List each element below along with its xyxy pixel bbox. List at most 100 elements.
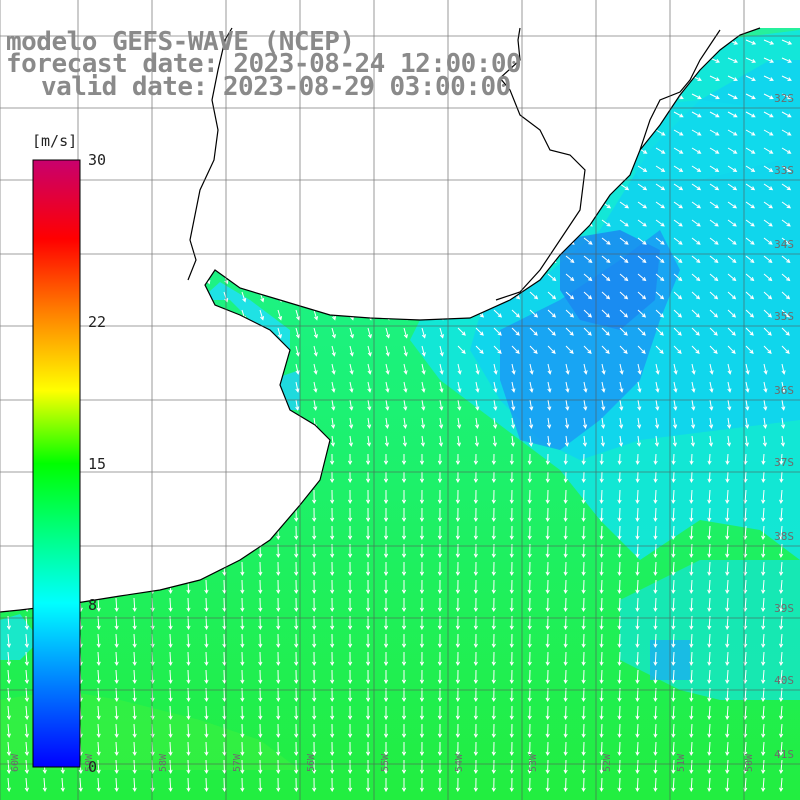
wind-arrow [24,777,29,793]
wind-arrow [509,525,514,541]
wind-arrow [313,147,320,158]
wind-arrow [583,93,594,100]
wind-arrow [222,453,227,466]
wind-arrow [96,777,101,793]
wind-arrow [114,633,119,649]
wind-arrow [583,309,593,318]
wind-arrow [419,705,425,721]
wind-arrow [25,309,31,321]
wind-arrow [419,651,425,667]
wind-arrow [745,201,756,209]
wind-arrow [295,309,301,321]
wind-arrow [150,561,155,577]
wind-arrow [583,399,588,411]
wind-arrow [259,345,264,357]
wind-arrow [565,237,575,245]
wind-arrow [781,129,792,136]
wind-arrow [439,183,446,194]
wind-arrow [709,201,720,209]
wind-arrow [617,741,622,757]
wind-arrow [779,759,784,775]
wind-arrow [457,327,466,336]
wind-arrow [276,777,281,793]
wind-arrow [168,453,173,466]
wind-arrow [421,399,426,411]
wind-arrow [653,471,658,484]
wind-arrow [383,454,389,466]
wind-arrow [564,435,569,447]
wind-arrow [653,741,658,757]
wind-arrow [96,597,101,613]
wind-arrow [169,219,175,231]
wind-arrow [329,471,335,484]
wind-arrow [114,525,119,541]
wind-arrow [563,507,568,523]
wind-arrow [673,273,683,282]
wind-arrow [349,111,356,122]
wind-arrow [276,723,281,739]
wind-arrow [401,724,407,739]
wind-arrow [457,237,467,245]
wind-arrow [761,507,766,523]
wind-arrow [187,183,194,194]
wind-arrow [547,57,559,63]
wind-arrow [258,759,263,775]
wind-arrow [599,741,604,757]
wind-arrow [294,435,299,447]
wind-arrow [349,183,356,194]
wind-arrow [114,453,119,466]
wind-arrow [7,165,14,176]
wind-arrow [25,201,31,213]
wind-arrow [779,489,784,505]
wind-arrow [419,597,425,613]
wind-arrow [617,633,622,649]
wind-arrow [491,597,496,613]
wind-arrow [419,579,425,595]
wind-arrow [781,57,793,63]
wind-arrow [671,597,676,613]
wind-arrow [581,759,586,775]
wind-arrow [529,39,541,45]
wind-arrow [205,363,210,375]
wind-arrow [653,759,658,775]
wind-arrow [545,579,550,595]
wind-arrow [330,435,335,447]
wind-arrow [114,435,119,447]
wind-arrow [312,633,317,649]
wind-arrow [547,309,557,318]
wind-arrow [7,417,12,429]
wind-arrow [437,453,443,466]
wind-arrow [763,75,774,81]
wind-arrow [581,507,586,523]
wind-arrow [563,759,568,775]
wind-arrow [475,327,484,336]
wind-arrow [367,345,372,357]
wind-arrow [241,273,247,285]
wind-arrow [781,381,786,393]
wind-arrow [365,453,371,466]
wind-arrow [619,291,629,300]
wind-arrow [493,255,503,263]
wind-arrow [601,309,611,318]
wind-arrow [79,327,84,339]
wind-arrow [205,147,212,158]
wind-arrow [637,273,647,282]
wind-arrow [761,633,766,649]
wind-arrow [619,75,630,81]
wind-arrow [347,741,353,757]
wind-arrow [347,579,353,595]
wind-arrow [132,453,137,466]
wind-arrow [475,237,485,245]
wind-arrow [473,453,479,466]
wind-arrow [637,363,642,375]
wind-arrow [133,111,140,122]
wind-arrow [691,237,701,245]
wind-arrow [151,201,157,213]
wind-arrow [79,273,85,285]
wind-arrow [258,471,263,484]
wind-arrow [294,723,299,739]
wind-arrow [599,489,604,505]
wind-arrow [7,237,13,249]
wind-arrow [619,273,629,282]
wind-arrow [7,273,13,285]
